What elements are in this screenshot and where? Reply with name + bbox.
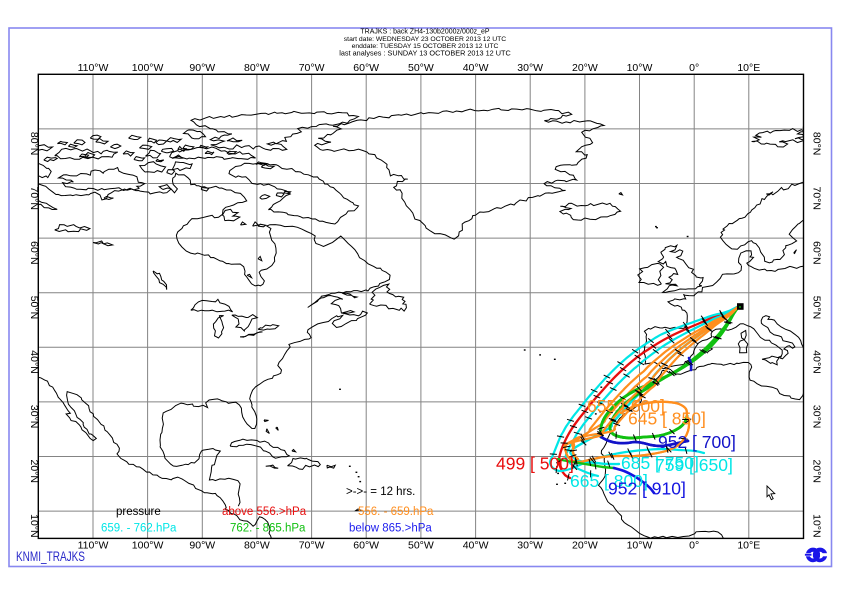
svg-text:80°N: 80°N (811, 132, 823, 155)
svg-text:20°N: 20°N (811, 460, 823, 483)
svg-text:556. - 659.hPa: 556. - 659.hPa (358, 506, 434, 518)
svg-text:10°N: 10°N (28, 514, 40, 537)
svg-text:30°N: 30°N (811, 405, 823, 428)
svg-text:TRAJKS : back ZH4-130b2000z/00: TRAJKS : back ZH4-130b2000z/000z_eP (360, 29, 490, 36)
svg-text:50°N: 50°N (811, 296, 823, 319)
svg-text:110°W: 110°W (78, 540, 109, 552)
svg-text:952 [ 700]: 952 [ 700] (658, 432, 736, 452)
svg-text:499 [ 500]: 499 [ 500] (496, 454, 574, 474)
svg-text:80°W: 80°W (244, 62, 270, 74)
svg-text:60°N: 60°N (28, 241, 40, 264)
svg-text:40°W: 40°W (463, 62, 489, 74)
svg-text:10°W: 10°W (627, 540, 653, 552)
svg-text:>->- = 12 hrs.: >->- = 12 hrs. (346, 486, 415, 498)
svg-text:60°W: 60°W (353, 62, 379, 74)
svg-text:50°W: 50°W (408, 62, 434, 74)
svg-text:KNMI_TRAJKS: KNMI_TRAJKS (16, 549, 85, 564)
svg-text:80°N: 80°N (28, 132, 40, 155)
svg-text:50°N: 50°N (28, 296, 40, 319)
svg-text:70°N: 70°N (811, 187, 823, 210)
svg-text:20°N: 20°N (28, 460, 40, 483)
svg-text:40°N: 40°N (28, 350, 40, 373)
svg-text:665 [ 800]: 665 [ 800] (570, 471, 648, 491)
svg-text:above 556.>hPa: above 556.>hPa (222, 506, 307, 518)
svg-text:655 [ 600]: 655 [ 600] (587, 396, 665, 416)
svg-text:10°W: 10°W (627, 62, 653, 74)
svg-text:80°W: 80°W (244, 540, 270, 552)
svg-text:762. - 865.hPa: 762. - 865.hPa (230, 523, 306, 535)
svg-text:100°W: 100°W (132, 62, 164, 74)
svg-text:110°W: 110°W (78, 62, 109, 74)
svg-text:start date: WEDNESDAY 23 OCTO: start date: WEDNESDAY 23 OCTOBER 2013 12… (344, 36, 507, 43)
svg-text:70°N: 70°N (28, 187, 40, 210)
svg-text:40°W: 40°W (463, 540, 489, 552)
svg-text:30°W: 30°W (517, 62, 543, 74)
svg-text:10°E: 10°E (737, 540, 760, 552)
svg-text:20°W: 20°W (572, 540, 598, 552)
svg-text:90°W: 90°W (189, 540, 215, 552)
svg-text:685 [ 750]: 685 [ 750] (621, 453, 699, 473)
svg-text:0°: 0° (689, 62, 699, 74)
svg-text:pressure: pressure (116, 506, 161, 518)
svg-text:60°W: 60°W (353, 540, 379, 552)
svg-text:0°: 0° (689, 540, 699, 552)
svg-text:60°N: 60°N (811, 241, 823, 264)
svg-text:last analyses : SUNDAY 13 O: last analyses : SUNDAY 13 OCTOBER 2013 1… (339, 49, 511, 58)
svg-text:30°N: 30°N (28, 405, 40, 428)
svg-text:90°W: 90°W (189, 62, 215, 74)
svg-text:759 [ 650]: 759 [ 650] (655, 455, 733, 475)
svg-text:20°W: 20°W (572, 62, 598, 74)
svg-text:659. - 762.hPa: 659. - 762.hPa (101, 523, 177, 535)
svg-text:10°E: 10°E (737, 62, 760, 74)
svg-text:enddate: TUESDAY 15 OCTOBER: enddate: TUESDAY 15 OCTOBER 2013 12 UTC (352, 43, 499, 50)
svg-text:70°W: 70°W (299, 62, 325, 74)
svg-text:below 865.>hPa: below 865.>hPa (349, 523, 432, 535)
svg-text:40°N: 40°N (811, 350, 823, 373)
svg-text:30°W: 30°W (517, 540, 543, 552)
svg-text:952 [ 910]: 952 [ 910] (608, 479, 686, 499)
svg-text:100°W: 100°W (132, 540, 164, 552)
svg-text:10°N: 10°N (811, 514, 823, 537)
svg-text:50°W: 50°W (408, 540, 434, 552)
svg-text:645 [ 850]: 645 [ 850] (628, 409, 706, 429)
svg-text:70°W: 70°W (299, 540, 325, 552)
